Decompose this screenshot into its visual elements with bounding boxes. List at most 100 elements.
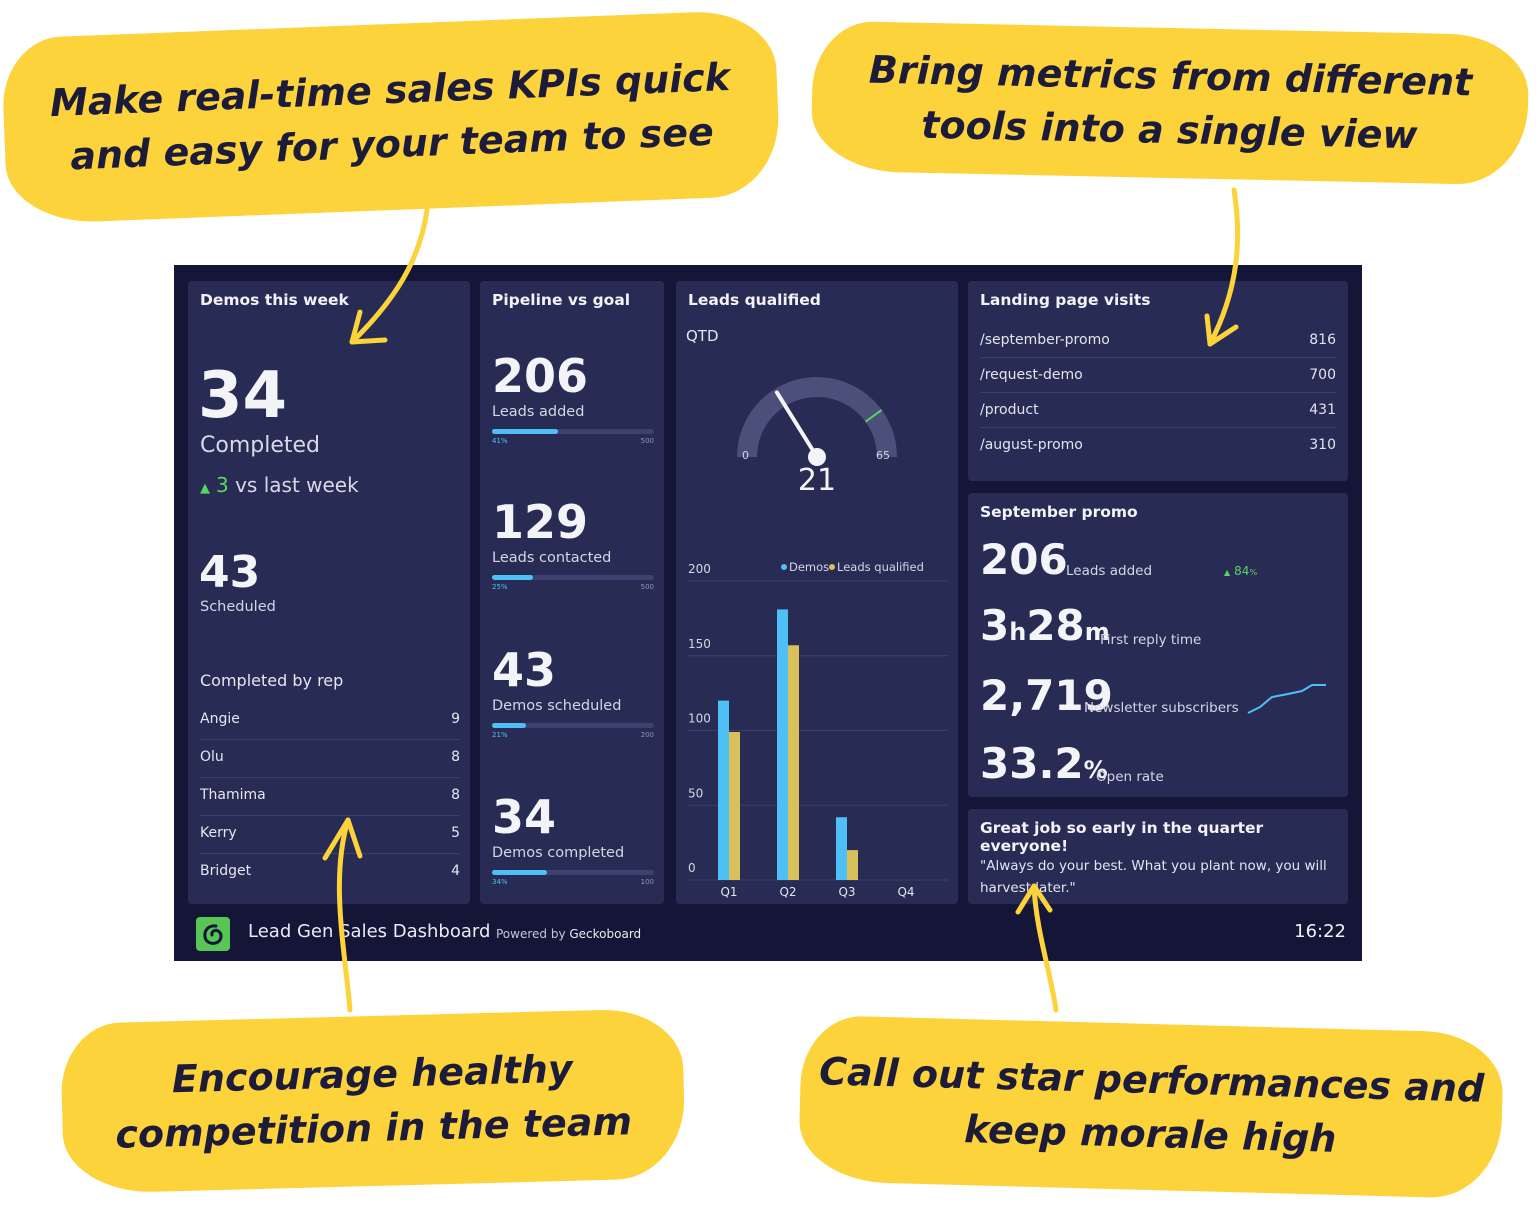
legend-label: Demos xyxy=(789,560,829,574)
sept-reply-time: 3h28m xyxy=(980,601,1110,650)
demos-title: Demos this week xyxy=(200,291,349,309)
x-tick-label: Q2 xyxy=(779,885,796,899)
landing-page: /request-demo xyxy=(980,367,1083,383)
pipeline-title: Pipeline vs goal xyxy=(492,291,631,309)
bar-leads-qualified xyxy=(788,645,799,880)
pipeline-pct: 34% xyxy=(492,878,508,886)
pipeline-value: 206 xyxy=(492,349,589,403)
rep-row: Bridget 4 xyxy=(200,853,460,891)
x-tick-label: Q1 xyxy=(720,885,737,899)
legend-dot xyxy=(829,564,835,570)
landing-row: /september-promo 816 xyxy=(980,322,1336,358)
demos-completed-label: Completed xyxy=(200,433,320,458)
leads-gauge xyxy=(737,377,897,466)
pipeline-panel: Pipeline vs goal 206 Leads added 41% 500 129… xyxy=(480,281,664,904)
sept-open-label: Open rate xyxy=(1096,769,1164,785)
pipeline-goal: 200 xyxy=(640,731,654,739)
reps-title: Completed by rep xyxy=(200,671,344,690)
pipeline-value: 43 xyxy=(492,643,557,697)
landing-row: /august-promo 310 xyxy=(980,427,1336,462)
up-arrow-icon: ▲ xyxy=(200,481,210,496)
subs-sparkline xyxy=(1247,684,1326,714)
demos-change: ▲ 3 vs last week xyxy=(200,473,359,497)
y-tick-label: 200 xyxy=(688,562,711,576)
reply-hours: 3 xyxy=(980,601,1010,650)
up-arrow-icon: ▲ xyxy=(1224,568,1231,577)
demos-scheduled-value: 43 xyxy=(199,547,261,598)
bar-demos xyxy=(836,817,847,880)
dashboard-title: Lead Gen Sales Dashboard xyxy=(248,921,491,942)
gauge-min: 0 xyxy=(742,449,749,462)
y-tick-label: 50 xyxy=(688,786,703,800)
rep-name: Kerry xyxy=(200,825,237,841)
legend-dot xyxy=(781,564,787,570)
bar-demos xyxy=(777,609,788,880)
sept-subs-label: Newsletter subscribers xyxy=(1084,700,1239,716)
landing-value: 816 xyxy=(1309,332,1336,348)
gauge-needle xyxy=(774,390,819,459)
y-tick-label: 0 xyxy=(688,861,696,875)
pipeline-progress-fill xyxy=(492,870,548,875)
rep-value: 8 xyxy=(451,749,460,765)
leads-period: QTD xyxy=(686,327,719,345)
pipeline-progress-fill xyxy=(492,723,527,728)
bar-demos xyxy=(718,700,729,880)
bar-leads-qualified xyxy=(847,850,858,880)
y-tick-label: 150 xyxy=(688,637,711,651)
gauge-max: 65 xyxy=(876,449,890,462)
callout-line: tools into a single view xyxy=(920,102,1418,158)
rep-name: Thamima xyxy=(200,787,266,803)
dashboard-footer: Lead Gen Sales Dashboard Powered by Geck… xyxy=(174,913,1362,961)
sept-reply-label: First reply time xyxy=(1100,632,1202,648)
sept-change-value: 84 xyxy=(1234,564,1250,578)
pipeline-value: 34 xyxy=(492,790,557,844)
pipeline-value: 129 xyxy=(492,495,589,549)
rep-row: Kerry 5 xyxy=(200,815,460,854)
powered-by: Powered by Geckoboard xyxy=(496,927,641,941)
pipeline-progress-bar xyxy=(492,723,654,728)
landing-title: Landing page visits xyxy=(980,291,1151,309)
rep-value: 8 xyxy=(451,787,460,803)
great-title: Great job so early in the quarter everyo… xyxy=(980,819,1264,855)
leads-title: Leads qualified xyxy=(688,291,821,309)
pipeline-progress-fill xyxy=(492,575,533,580)
landing-panel: Landing page visits /september-promo 816 … xyxy=(968,281,1348,481)
demos-change-value: 3 xyxy=(216,473,229,497)
sept-open-rate: 33.2% xyxy=(980,739,1108,788)
legend-label: Leads qualified xyxy=(837,560,924,574)
sept-subs-value: 2,719 xyxy=(980,671,1113,720)
september-panel: September promo 206 Leads added ▲ 84% 3h2… xyxy=(968,493,1348,797)
y-tick-label: 100 xyxy=(688,712,711,726)
rep-row: Olu 8 xyxy=(200,739,460,778)
september-title: September promo xyxy=(980,503,1138,521)
pipeline-pct: 41% xyxy=(492,437,508,445)
pipeline-progress-bar xyxy=(492,870,654,875)
rep-row: Angie 9 xyxy=(200,701,460,740)
pipeline-label: Leads contacted xyxy=(492,550,612,566)
reply-m-unit: m xyxy=(1084,618,1110,646)
gauge-track xyxy=(737,377,897,458)
pipeline-label: Demos scheduled xyxy=(492,698,622,714)
leads-panel: Leads qualified QTD 0 65 21 0 50 100 150 200… xyxy=(676,281,958,904)
rep-name: Angie xyxy=(200,711,240,727)
pipeline-goal: 500 xyxy=(640,583,654,591)
demos-scheduled-label: Scheduled xyxy=(200,599,276,615)
pipeline-progress-bar xyxy=(492,575,654,580)
sept-leads-value: 206 xyxy=(980,535,1068,584)
powered-brand: Geckoboard xyxy=(569,927,642,941)
pipeline-pct: 21% xyxy=(492,731,508,739)
sept-change-unit: % xyxy=(1249,568,1258,577)
open-unit: % xyxy=(1083,756,1108,784)
callout-competition: Encourage healthy competition in the team xyxy=(59,1007,687,1195)
sept-leads-change: ▲ 84% xyxy=(1224,564,1257,578)
leads-bar-chart: 0 50 100 150 200 Q1 Q2 Q3 Q4 Demos Leads qualified xyxy=(688,560,948,899)
pipeline-goal: 500 xyxy=(640,437,654,445)
open-value: 33.2 xyxy=(980,739,1084,788)
pipeline-goal: 100 xyxy=(640,878,654,886)
reply-h-unit: h xyxy=(1009,618,1027,646)
pipeline-pct: 25% xyxy=(492,583,508,591)
landing-value: 431 xyxy=(1309,402,1336,418)
great-job-panel: Great job so early in the quarter everyo… xyxy=(968,809,1348,904)
gauge-value: 21 xyxy=(797,463,837,498)
bar-leads-qualified xyxy=(729,731,740,880)
